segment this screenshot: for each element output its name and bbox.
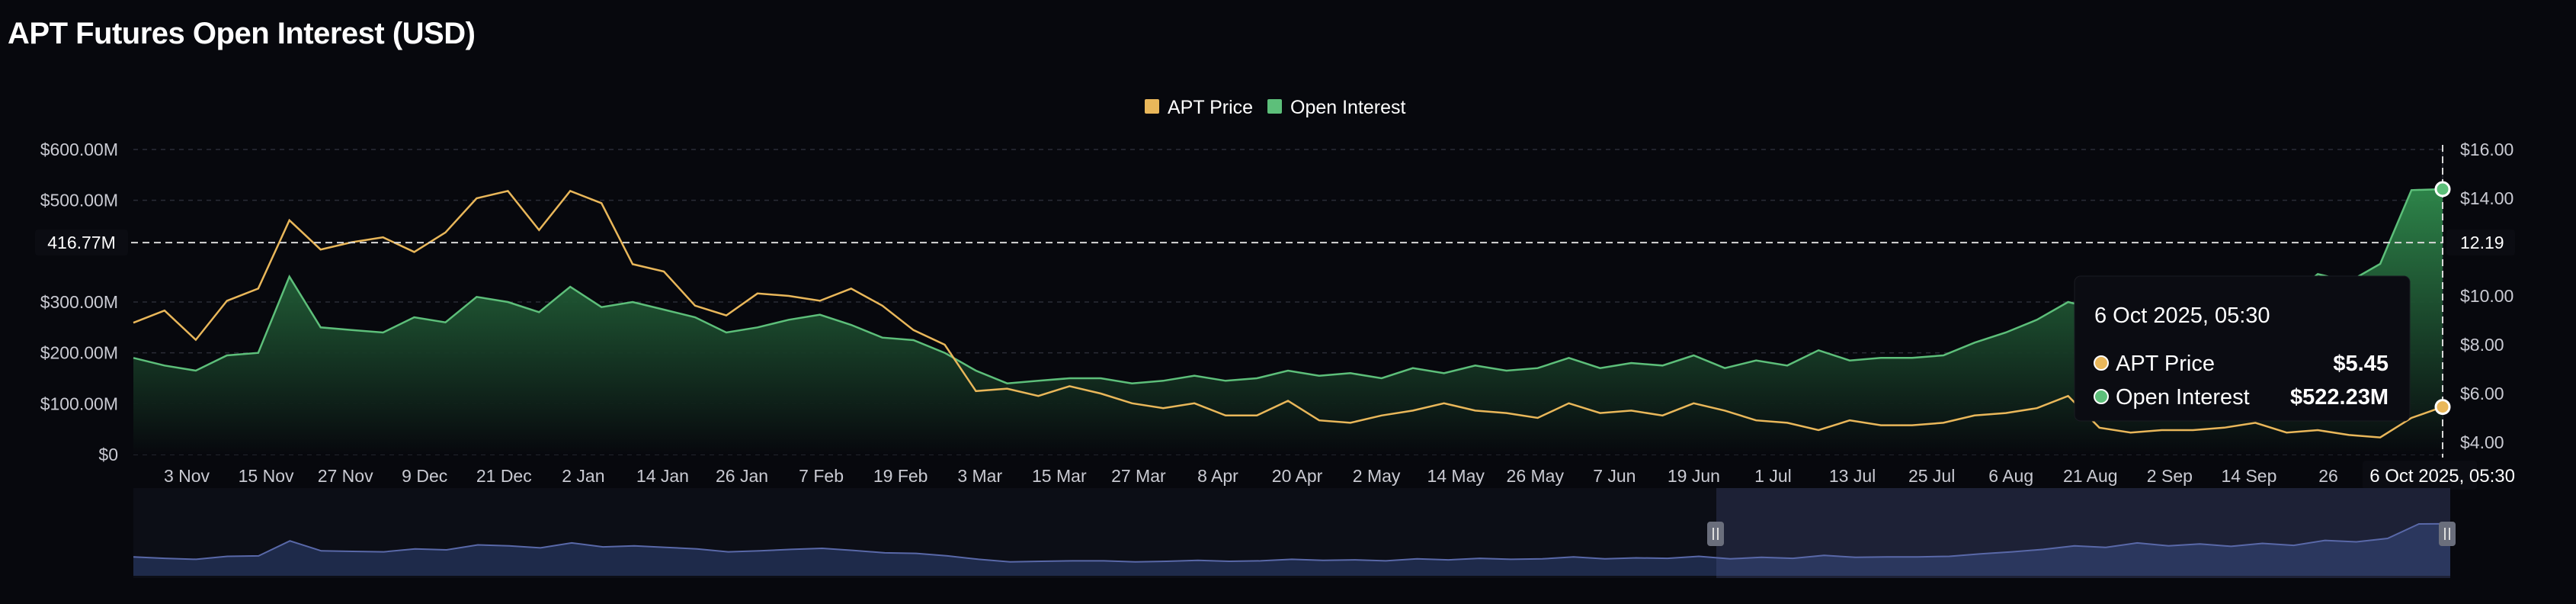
x-tick-label: 8 Apr — [1197, 466, 1238, 486]
navigator-line — [133, 522, 2451, 563]
crosshair-left-label-box — [35, 230, 128, 255]
legend-item-apt-price[interactable]: APT Price — [1145, 97, 1253, 118]
open-interest-hover-marker — [2434, 181, 2451, 198]
x-highlight-box — [2363, 461, 2477, 490]
legend-swatch-price — [1145, 99, 1159, 114]
navigator-selection[interactable] — [1716, 488, 2450, 578]
x-tick-label: 19 Feb — [873, 466, 928, 486]
legend-label-price: APT Price — [1168, 97, 1253, 118]
tooltip: 6 Oct 2025, 05:30 APT Price $5.45 Open I… — [2074, 275, 2411, 422]
crosshair-right-label-box — [2446, 230, 2515, 255]
tooltip-oi-value: $522.23M — [2290, 385, 2389, 410]
crosshair-right-label: 12.19 — [2460, 233, 2504, 252]
y-left-tick-label: $100.00M — [40, 394, 118, 413]
x-tick-label: 25 Jul — [1908, 466, 1955, 486]
tooltip-price-dot — [2094, 355, 2109, 371]
x-tick-label: 19 Jun — [1668, 466, 1720, 486]
x-tick-label: 3 Mar — [957, 466, 1002, 486]
x-tick-label: 2 May — [1353, 466, 1401, 486]
y-left-tick-label: $300.00M — [40, 292, 118, 312]
y-left-tick-label: $600.00M — [40, 140, 118, 159]
y-right-tick-label: $8.00 — [2460, 335, 2504, 355]
x-tick-label: 14 May — [1427, 466, 1485, 486]
x-tick-label: 2 Sep — [2147, 466, 2193, 486]
y-right-tick-label: $16.00 — [2460, 140, 2514, 159]
navigator-handle-left[interactable] — [1707, 522, 1724, 546]
tooltip-price-label: APT Price — [2116, 352, 2215, 376]
y-right-tick-label: $4.00 — [2460, 432, 2504, 452]
legend-label-oi: Open Interest — [1290, 97, 1406, 118]
x-tick-label: 2 Jan — [562, 466, 604, 486]
y-left-tick-label: $0 — [98, 445, 118, 464]
x-tick-label: 7 Jun — [1593, 466, 1636, 486]
open-interest-line — [133, 188, 2443, 384]
x-highlight-label: 6 Oct 2025, 05:30 — [2369, 466, 2515, 487]
navigator-area — [133, 523, 2450, 576]
y-axis-left: $600.00M $500.00M $300.00M $200.00M $100.00M… — [40, 140, 118, 464]
x-tick-label: 7 Feb — [799, 466, 844, 486]
x-highlight: 6 Oct 2025, 05:30 — [2363, 461, 2515, 490]
y-right-tick-label: $10.00 — [2460, 286, 2514, 306]
x-tick-label: 27 Nov — [318, 466, 373, 486]
x-tick-label: 6 Aug — [1988, 466, 2033, 486]
open-interest-area — [133, 189, 2443, 455]
x-tick-label: 26 — [2318, 466, 2338, 486]
tooltip-oi-label: Open Interest — [2116, 385, 2250, 410]
legend: APT Price Open Interest — [1145, 97, 1406, 118]
y-left-tick-label: $200.00M — [40, 343, 118, 363]
x-tick-label: 3 Nov — [164, 466, 210, 486]
x-tick-label: 26 Jan — [716, 466, 768, 486]
apt-price-hover-marker — [2434, 399, 2451, 416]
crosshair-left-label: 416.77M — [47, 233, 116, 252]
legend-item-open-interest[interactable]: Open Interest — [1267, 97, 1406, 118]
y-axis-right: $16.00 $14.00 $10.00 $8.00 $6.00 $4.00 — [2460, 140, 2514, 452]
x-tick-label: 9 Dec — [402, 466, 447, 486]
apt-price-line — [133, 189, 2443, 439]
x-axis: 3 Nov 15 Nov 27 Nov 9 Dec 21 Dec 2 Jan 14 Jan 2… — [164, 466, 2338, 486]
x-tick-label: 20 Apr — [1272, 466, 1323, 486]
x-tick-label: 15 Mar — [1032, 466, 1087, 486]
y-left-tick-label: $500.00M — [40, 191, 118, 210]
x-tick-label: 14 Sep — [2221, 466, 2276, 486]
navigator-handle-right[interactable] — [2439, 522, 2456, 546]
tooltip-price-value: $5.45 — [2333, 352, 2389, 376]
y-right-tick-label: $14.00 — [2460, 188, 2514, 208]
tooltip-date: 6 Oct 2025, 05:30 — [2094, 304, 2270, 328]
tooltip-oi-dot — [2094, 389, 2109, 404]
navigator[interactable] — [133, 488, 2456, 578]
x-tick-label: 1 Jul — [1754, 466, 1792, 486]
legend-swatch-oi — [1267, 99, 1282, 114]
x-tick-label: 21 Aug — [2063, 466, 2118, 486]
x-tick-label: 26 May — [1507, 466, 1565, 486]
chart-title: APT Futures Open Interest (USD) — [8, 17, 476, 50]
x-tick-label: 13 Jul — [1829, 466, 1876, 486]
x-tick-label: 14 Jan — [636, 466, 689, 486]
x-tick-label: 21 Dec — [476, 466, 532, 486]
x-tick-label: 27 Mar — [1111, 466, 1166, 486]
y-right-tick-label: $6.00 — [2460, 384, 2504, 403]
tooltip-box — [2074, 275, 2411, 422]
x-tick-label: 15 Nov — [239, 466, 294, 486]
